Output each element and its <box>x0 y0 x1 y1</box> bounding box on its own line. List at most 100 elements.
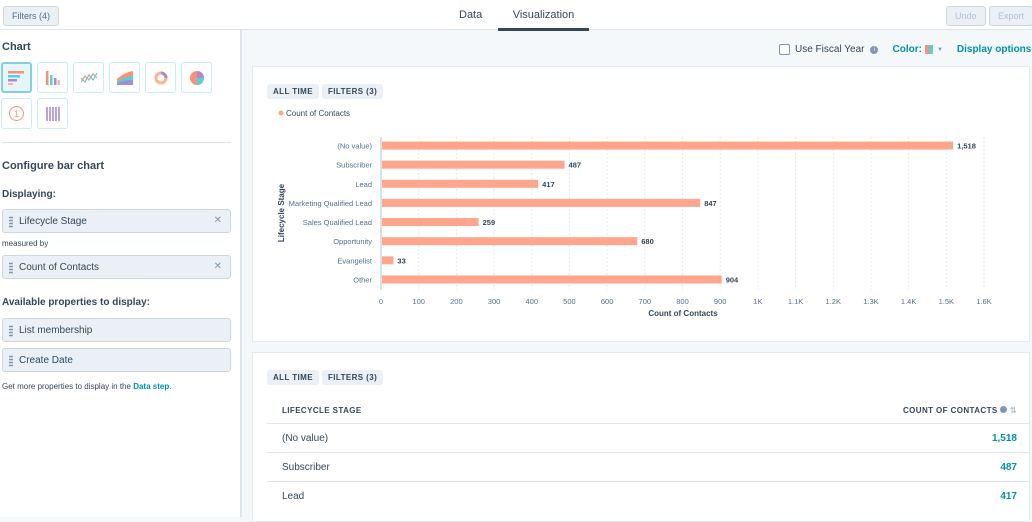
undo-button[interactable]: Undo <box>946 6 986 26</box>
column-header-label: COUNT OF CONTACTS <box>902 406 998 415</box>
property-label: List membership <box>19 324 93 336</box>
drag-handle-icon[interactable] <box>9 216 13 228</box>
y-tick-label: Evangelist <box>337 256 373 265</box>
data-label: 680 <box>641 237 654 246</box>
cell-stage: Lead <box>282 490 305 502</box>
displaying-label: Displaying: <box>2 189 56 200</box>
drag-handle-icon[interactable] <box>9 262 13 274</box>
bar <box>382 198 701 207</box>
measured-by-label: measured by <box>2 239 49 248</box>
data-label: 487 <box>569 161 582 170</box>
x-tick-label: 0 <box>379 297 383 306</box>
x-tick-label: 500 <box>563 297 576 306</box>
y-tick-label: Sales Qualified Lead <box>303 218 372 227</box>
x-tick-label: 400 <box>525 297 538 306</box>
color-dropdown[interactable]: Color: <box>892 44 922 55</box>
property-label: Count of Contacts <box>19 261 100 273</box>
table-row: (No value) 1,518 <box>267 423 1029 452</box>
pie-chart-icon <box>189 70 204 85</box>
table-row: Subscriber 487 <box>267 452 1029 481</box>
top-bar: Filters (4) Data Visualization Undo Expo… <box>0 0 1032 31</box>
sidebar: Chart 1 Configure bar chart Displaying: … <box>0 30 242 517</box>
y-tick-label: Other <box>353 275 372 284</box>
caret-down-icon: ▼ <box>936 46 943 53</box>
x-tick-label: 700 <box>639 297 652 306</box>
data-label: 904 <box>726 275 739 284</box>
bar <box>382 218 479 227</box>
bar <box>382 160 565 169</box>
data-label: 847 <box>704 199 717 208</box>
display-options-dropdown[interactable]: Display options <box>956 44 1032 55</box>
chart-type-pie[interactable] <box>181 62 212 93</box>
data-label: 417 <box>542 180 555 189</box>
y-tick-label: (No value) <box>337 142 372 151</box>
legend-marker <box>278 110 284 116</box>
chart-type-donut[interactable] <box>145 62 176 93</box>
bar <box>382 256 394 265</box>
column-header-lifecycle-stage[interactable]: LIFECYCLE STAGE <box>282 406 362 415</box>
chart-type-line[interactable] <box>73 62 104 93</box>
cell-count[interactable]: 417 <box>1000 490 1017 502</box>
table-header: LIFECYCLE STAGE COUNT OF CONTACTS ⇅ <box>267 396 1029 425</box>
table-row: Lead 417 <box>267 481 1029 510</box>
y-axis-title: Lifecycle Stage <box>277 183 286 242</box>
configure-heading: Configure bar chart <box>2 160 105 172</box>
cell-stage: Subscriber <box>282 461 330 473</box>
export-button[interactable]: Export <box>989 6 1032 26</box>
fiscal-year-label: Use Fiscal Year <box>795 44 865 55</box>
x-tick-label: 1K <box>753 297 762 306</box>
chart-type-horizontal-bar[interactable] <box>1 62 32 93</box>
column-header-count[interactable]: COUNT OF CONTACTS ⇅ <box>903 406 1017 415</box>
drag-handle-icon[interactable] <box>9 355 13 367</box>
x-tick-label: 200 <box>450 297 463 306</box>
date-range-tag[interactable]: ALL TIME <box>267 84 319 99</box>
drag-handle-icon[interactable] <box>9 325 13 337</box>
date-range-tag[interactable]: ALL TIME <box>267 370 319 385</box>
horizontal-bar-icon <box>7 70 24 85</box>
chart-type-pivot-table[interactable] <box>37 98 68 129</box>
x-tick-label: 800 <box>676 297 689 306</box>
filters-tag[interactable]: FILTERS (3) <box>322 84 384 99</box>
x-tick-label: 1.4K <box>901 297 916 306</box>
available-property-create-date[interactable]: Create Date <box>2 348 231 372</box>
cell-stage: (No value) <box>282 432 329 444</box>
available-heading: Available properties to display: <box>2 297 151 308</box>
cell-count[interactable]: 1,518 <box>991 432 1017 444</box>
tab-data[interactable]: Data <box>459 9 483 21</box>
y-tick-label: Subscriber <box>336 161 372 170</box>
chart-type-area[interactable] <box>109 62 140 93</box>
fiscal-year-checkbox[interactable] <box>779 44 790 55</box>
x-tick-label: 1.1K <box>788 297 803 306</box>
tab-visualization[interactable]: Visualization <box>498 9 589 31</box>
property-label: Lifecycle Stage <box>19 215 87 227</box>
available-property-list-membership[interactable]: List membership <box>2 318 231 342</box>
filters-button[interactable]: Filters (4) <box>3 6 59 26</box>
hint-end: . <box>169 382 172 391</box>
x-tick-label: 1.6K <box>976 297 991 306</box>
x-tick-label: 100 <box>412 297 425 306</box>
y-tick-label: Marketing Qualified Lead <box>289 199 372 208</box>
x-tick-label: 1.3K <box>863 297 878 306</box>
chart-type-kpi[interactable]: 1 <box>1 98 32 129</box>
table-card: ALL TIME FILTERS (3) LIFECYCLE STAGE COU… <box>252 352 1030 522</box>
sort-icon[interactable]: ⇅ <box>1009 406 1017 415</box>
bar <box>382 237 638 246</box>
measured-property-count-of-contacts[interactable]: Count of Contacts ✕ <box>2 255 231 279</box>
legend-label: Count of Contacts <box>286 109 350 118</box>
chart-type-vertical-bar[interactable] <box>37 62 68 93</box>
hint: Get more properties to display in the Da… <box>2 382 171 391</box>
vertical-bar-icon <box>45 70 60 85</box>
x-tick-label: 600 <box>601 297 614 306</box>
filters-tag[interactable]: FILTERS (3) <box>322 370 384 385</box>
area-chart-icon <box>116 70 133 85</box>
info-icon: i <box>870 45 879 54</box>
cell-count[interactable]: 487 <box>1000 461 1017 473</box>
remove-icon[interactable]: ✕ <box>213 261 222 272</box>
bar <box>382 179 539 188</box>
displaying-property-lifecycle-stage[interactable]: Lifecycle Stage ✕ <box>2 209 231 233</box>
chart-heading: Chart <box>2 41 31 53</box>
data-step-link[interactable]: Data step <box>133 382 170 391</box>
remove-icon[interactable]: ✕ <box>213 215 222 226</box>
x-axis-title: Count of Contacts <box>648 309 718 318</box>
color-swatch-icon <box>924 45 933 54</box>
